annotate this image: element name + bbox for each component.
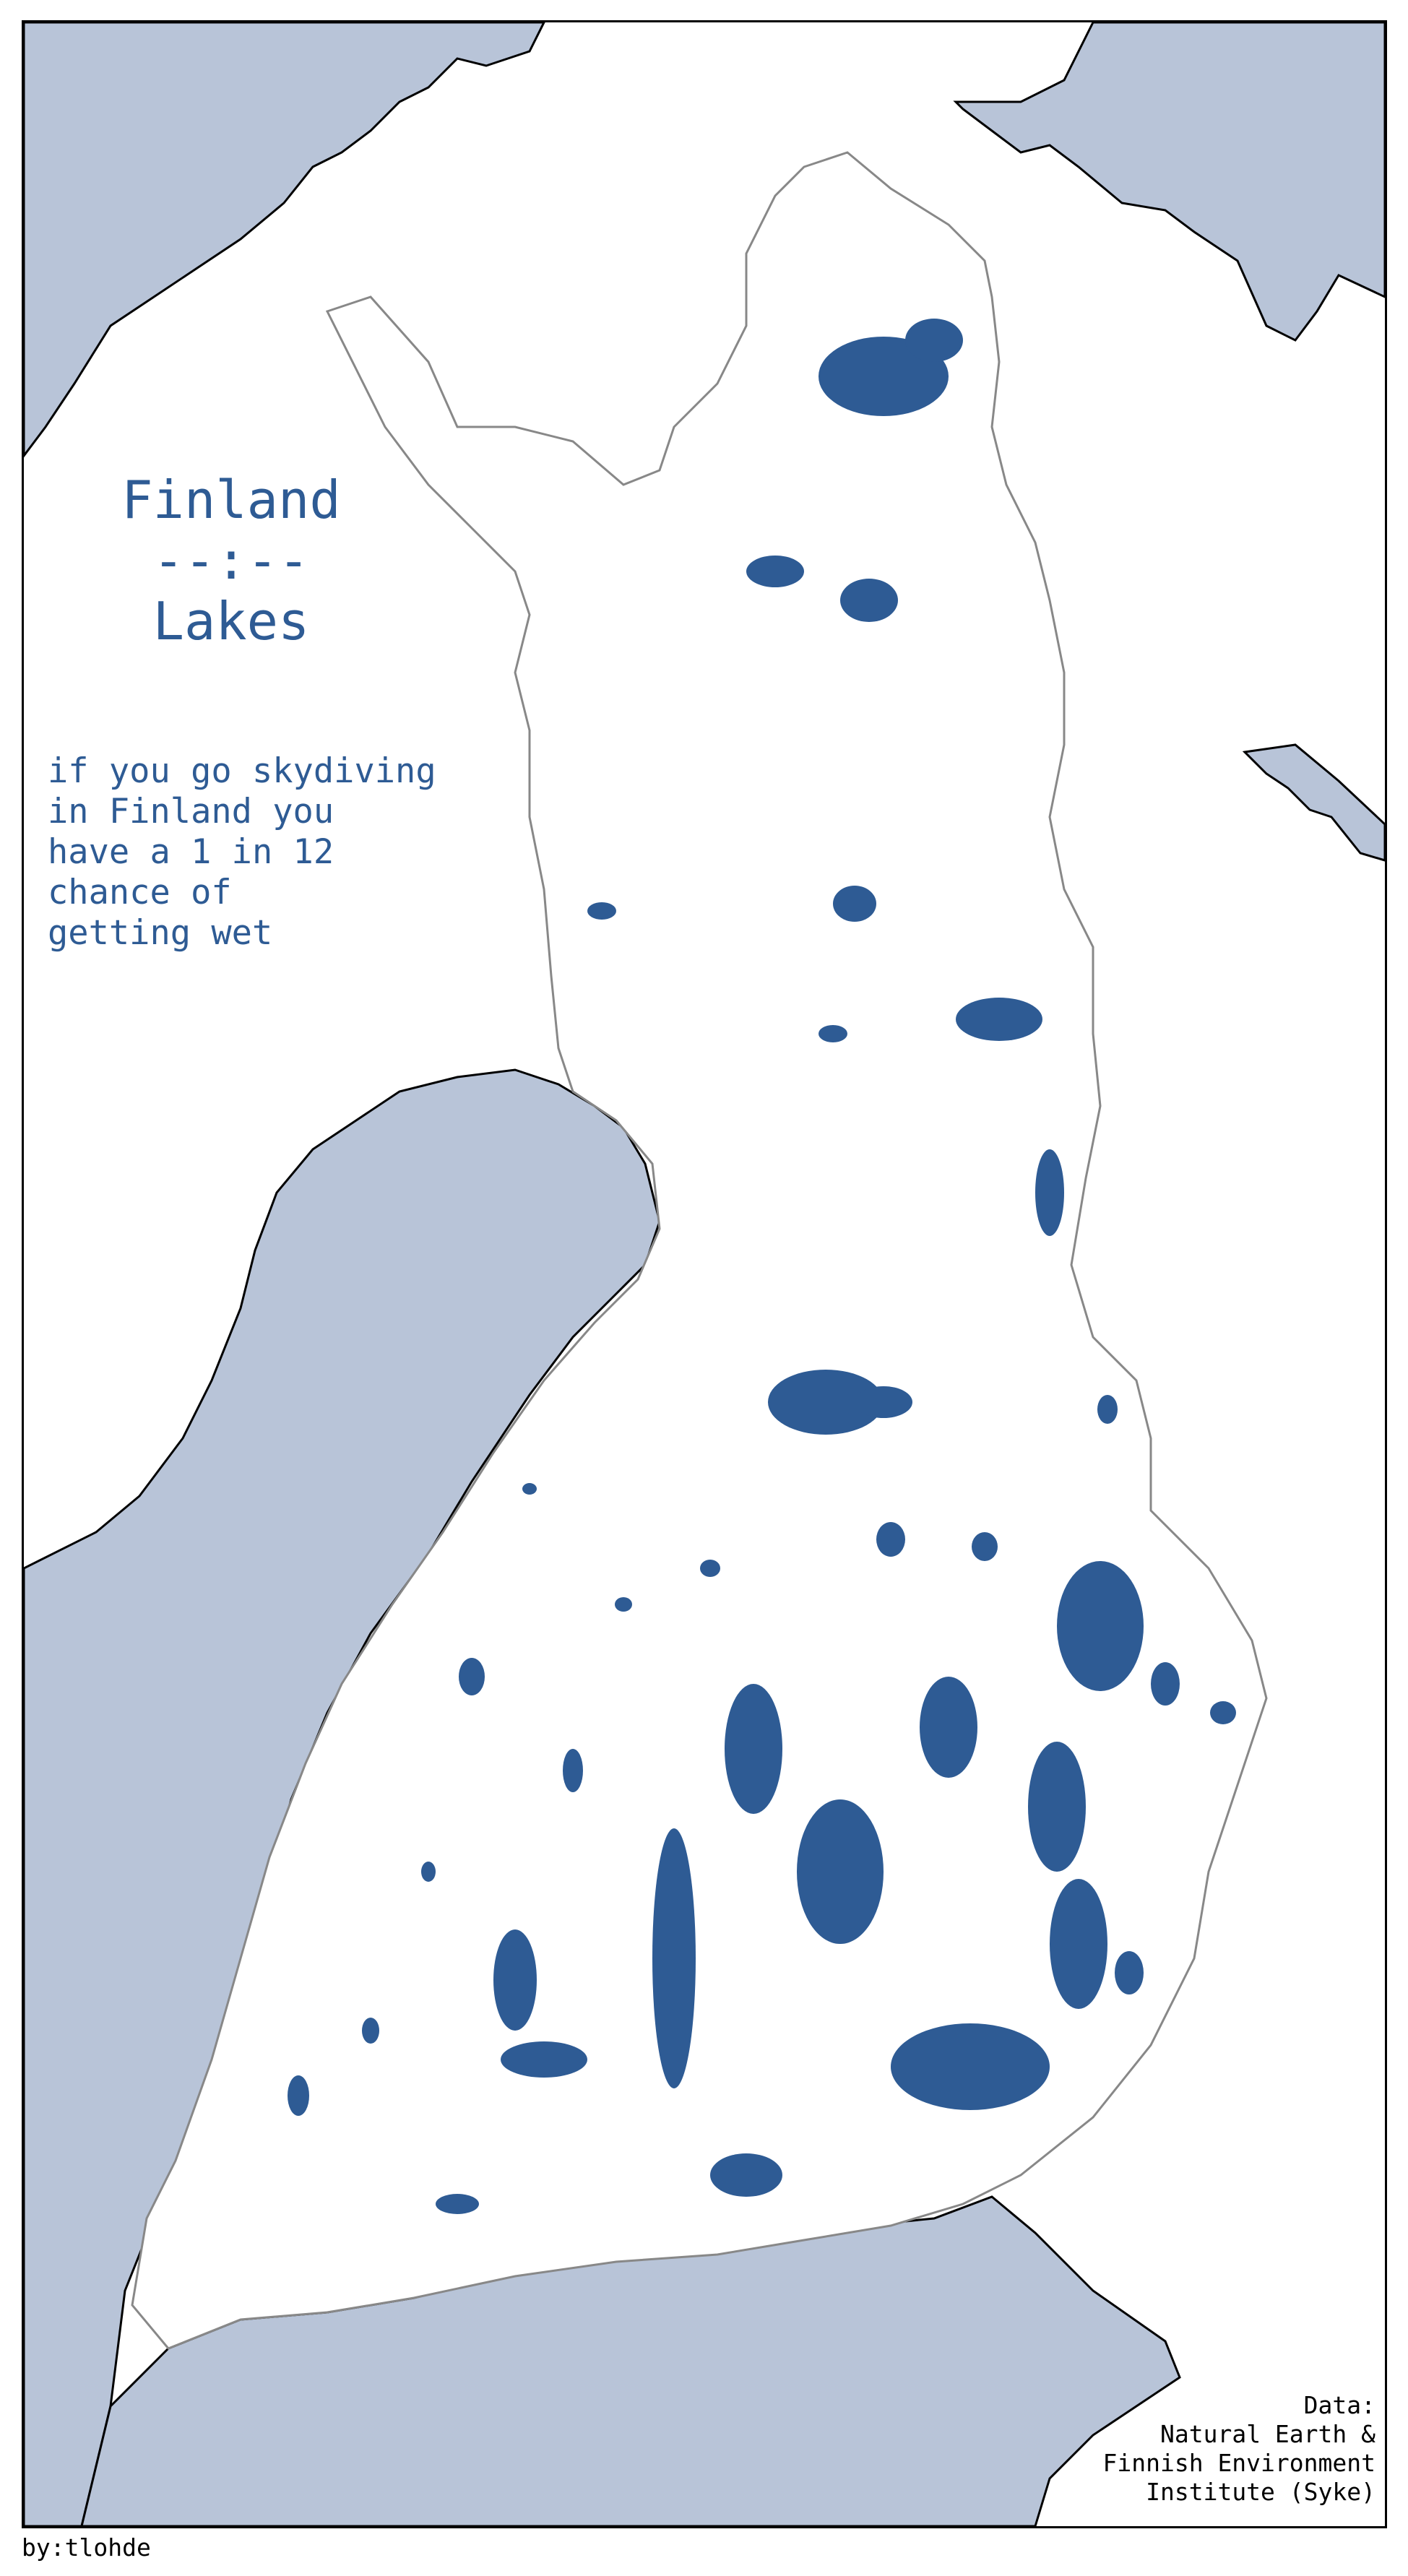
lake-small-6 bbox=[436, 2194, 479, 2214]
credit-line: Data: bbox=[1303, 2391, 1375, 2419]
byline: by:tlohde bbox=[22, 2533, 151, 2562]
credit-line: Finnish Environment bbox=[1102, 2449, 1376, 2477]
lake-small-8 bbox=[563, 1749, 583, 1792]
lake-small-13 bbox=[1210, 1701, 1236, 1724]
credit-line: Natural Earth & bbox=[1159, 2420, 1375, 2448]
lake-small-2 bbox=[819, 1025, 847, 1042]
lake-east-border bbox=[1151, 1662, 1180, 1706]
lake-inari-east bbox=[905, 319, 963, 362]
lake-west-coast bbox=[288, 2075, 309, 2116]
lake-small-11 bbox=[972, 1532, 998, 1561]
title-line-1: Finland bbox=[121, 470, 341, 530]
lake-small-9 bbox=[700, 1560, 720, 1577]
credit-line: Institute (Syke) bbox=[1146, 2478, 1375, 2506]
lake-small-4 bbox=[522, 1483, 537, 1495]
lake-pielinen bbox=[1057, 1561, 1144, 1691]
lake-kuusamo bbox=[956, 998, 1042, 1041]
lake-small-5 bbox=[421, 1862, 436, 1882]
lake-small-3 bbox=[615, 1597, 632, 1612]
subtitle-line: have a 1 in 12 bbox=[48, 832, 334, 872]
lake-paijanne bbox=[652, 1828, 696, 2088]
white-sea bbox=[1242, 743, 1385, 862]
lake-small-10 bbox=[876, 1522, 905, 1557]
lake-kuopio bbox=[797, 1799, 884, 1944]
finland-lakes-map bbox=[24, 22, 1385, 2526]
lake-oulujarvi bbox=[768, 1370, 884, 1435]
lake-small-14 bbox=[1115, 1951, 1144, 1994]
subtitle-line: chance of bbox=[48, 873, 232, 912]
lake-oulujarvi-east bbox=[855, 1386, 912, 1418]
lake-small-1 bbox=[587, 902, 616, 920]
lake-small-12 bbox=[1097, 1395, 1118, 1424]
title-line-2: --:-- bbox=[152, 530, 310, 591]
lake-kemijarvi bbox=[833, 886, 876, 922]
subtitle-line: in Finland you bbox=[48, 792, 334, 831]
lake-kallavesi bbox=[920, 1677, 977, 1778]
lake-central bbox=[710, 2153, 782, 2197]
arctic-sea-northeast bbox=[953, 22, 1385, 342]
lake-keitele bbox=[725, 1684, 782, 1814]
title-line-3: Lakes bbox=[152, 591, 310, 652]
lake-vanajavesi bbox=[501, 2041, 587, 2078]
lakes-layer bbox=[288, 319, 1236, 2214]
lake-lokka bbox=[746, 556, 804, 587]
arctic-sea-northwest bbox=[24, 22, 545, 458]
lake-kainuu bbox=[1035, 1149, 1064, 1236]
subtitle-line: if you go skydiving bbox=[48, 751, 436, 791]
finland-land bbox=[131, 151, 1268, 2350]
subtitle-line: getting wet bbox=[48, 913, 273, 953]
map-frame bbox=[22, 20, 1387, 2528]
lake-saimaa-north bbox=[1028, 1742, 1086, 1872]
lake-pyhajarvi bbox=[459, 1658, 485, 1695]
lake-nasijarvi bbox=[493, 1929, 537, 2031]
lake-puruvesi bbox=[1050, 1879, 1107, 2009]
lake-saimaa-south bbox=[891, 2023, 1050, 2110]
lake-porttipahta bbox=[840, 579, 898, 622]
lake-small-7 bbox=[362, 2018, 379, 2044]
